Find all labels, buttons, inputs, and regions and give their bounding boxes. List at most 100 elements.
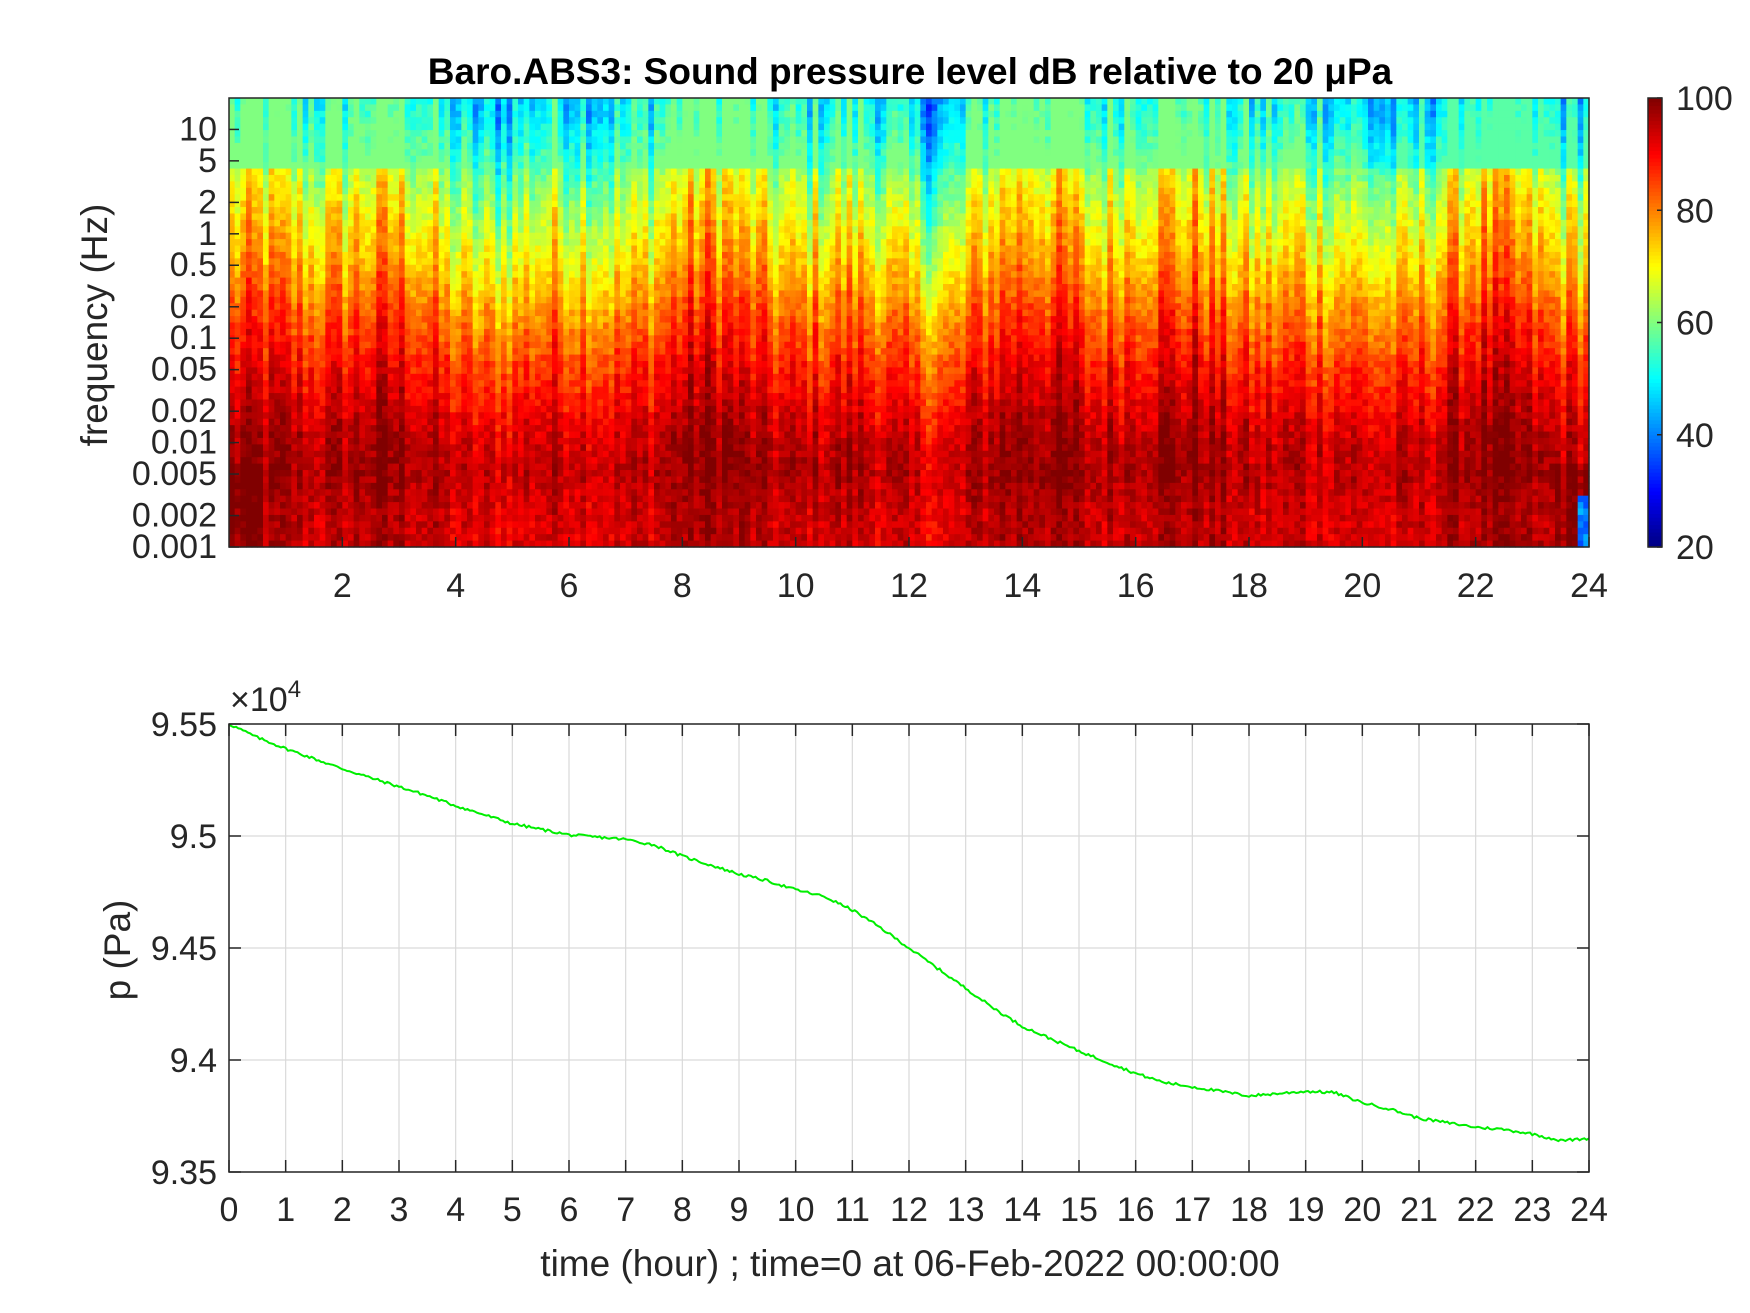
heatmap-cell: [580, 495, 587, 503]
heatmap-cell: [540, 264, 547, 272]
heatmap-cell: [580, 104, 587, 112]
heatmap-cell: [586, 239, 593, 247]
heatmap-cell: [263, 271, 270, 279]
heatmap-cell: [512, 98, 519, 106]
heatmap-cell: [597, 425, 604, 433]
heatmap-cell: [325, 463, 332, 471]
heatmap-cell: [353, 476, 360, 484]
heatmap-cell: [410, 386, 417, 394]
heatmap-cell: [353, 495, 360, 503]
heatmap-cell: [444, 194, 451, 202]
heatmap-cell: [240, 534, 247, 542]
heatmap-cell: [620, 213, 627, 221]
heatmap-cell: [484, 303, 491, 311]
heatmap-cell: [410, 380, 417, 388]
heatmap-cell: [518, 360, 525, 368]
heatmap-cell: [410, 271, 417, 279]
heatmap-cell: [268, 367, 275, 375]
heatmap-cell: [336, 425, 343, 433]
heatmap-cell: [478, 264, 485, 272]
heatmap-cell: [342, 502, 349, 510]
heatmap-cell: [291, 367, 298, 375]
heatmap-cell: [625, 123, 632, 131]
heatmap-cell: [455, 482, 462, 490]
heatmap-cell: [444, 489, 451, 497]
heatmap-cell: [342, 316, 349, 324]
heatmap-cell: [268, 341, 275, 349]
heatmap-cell: [251, 130, 258, 138]
heatmap-cell: [416, 226, 423, 234]
heatmap-cell: [472, 341, 479, 349]
heatmap-cell: [308, 168, 315, 176]
heatmap-cell: [450, 174, 457, 182]
heatmap-cell: [495, 284, 502, 292]
heatmap-cell: [353, 470, 360, 478]
heatmap-cell: [251, 386, 258, 394]
heatmap-cell: [421, 194, 428, 202]
heatmap-cell: [376, 213, 383, 221]
heatmap-cell: [461, 245, 468, 253]
heatmap-cell: [234, 155, 241, 163]
heatmap-cell: [331, 482, 338, 490]
heatmap-cell: [472, 239, 479, 247]
heatmap-cell: [574, 348, 581, 356]
heatmap-cell: [268, 508, 275, 516]
heatmap-cell: [387, 98, 394, 106]
heatmap-cell: [319, 194, 326, 202]
heatmap-cell: [433, 219, 440, 227]
heatmap-cell: [427, 508, 434, 516]
heatmap-cell: [569, 162, 576, 170]
heatmap-cell: [325, 418, 332, 426]
heatmap-cell: [563, 386, 570, 394]
heatmap-cell: [240, 386, 247, 394]
heatmap-cell: [495, 162, 502, 170]
heatmap-cell: [512, 258, 519, 266]
heatmap-cell: [302, 534, 309, 542]
heatmap-cell: [274, 450, 281, 458]
heatmap-cell: [444, 463, 451, 471]
heatmap-cell: [557, 98, 564, 106]
heatmap-cell: [268, 296, 275, 304]
heatmap-cell: [501, 309, 508, 317]
heatmap-cell: [263, 142, 270, 150]
heatmap-cell: [410, 470, 417, 478]
heatmap-cell: [467, 194, 474, 202]
heatmap-cell: [557, 309, 564, 317]
heatmap-cell: [246, 322, 253, 330]
heatmap-cell: [574, 271, 581, 279]
heatmap-cell: [370, 258, 377, 266]
heatmap-cell: [433, 174, 440, 182]
heatmap-cell: [444, 360, 451, 368]
heatmap-cell: [365, 309, 372, 317]
heatmap-cell: [404, 502, 411, 510]
heatmap-cell: [631, 104, 638, 112]
heatmap-cell: [234, 181, 241, 189]
heatmap-cell: [467, 200, 474, 208]
heatmap-cell: [569, 521, 576, 529]
heatmap-cell: [421, 521, 428, 529]
heatmap-cell: [246, 264, 253, 272]
heatmap-cell: [523, 296, 530, 304]
heatmap-cell: [370, 226, 377, 234]
heatmap-cell: [546, 418, 553, 426]
heatmap-cell: [268, 450, 275, 458]
heatmap-cell: [297, 360, 304, 368]
heatmap-cell: [614, 264, 621, 272]
heatmap-cell: [246, 219, 253, 227]
heatmap-cell: [336, 495, 343, 503]
heatmap-cell: [484, 386, 491, 394]
heatmap-cell: [421, 508, 428, 516]
heatmap-cell: [399, 457, 406, 465]
heatmap-cell: [614, 348, 621, 356]
heatmap-cell: [291, 328, 298, 336]
heatmap-cell: [535, 373, 542, 381]
heatmap-cell: [603, 425, 610, 433]
heatmap-cell: [336, 303, 343, 311]
heatmap-cell: [285, 303, 292, 311]
heatmap-cell: [540, 142, 547, 150]
heatmap-cell: [495, 316, 502, 324]
heatmap-cell: [291, 181, 298, 189]
heatmap-cell: [540, 251, 547, 259]
heatmap-cell: [370, 155, 377, 163]
heatmap-cell: [586, 463, 593, 471]
